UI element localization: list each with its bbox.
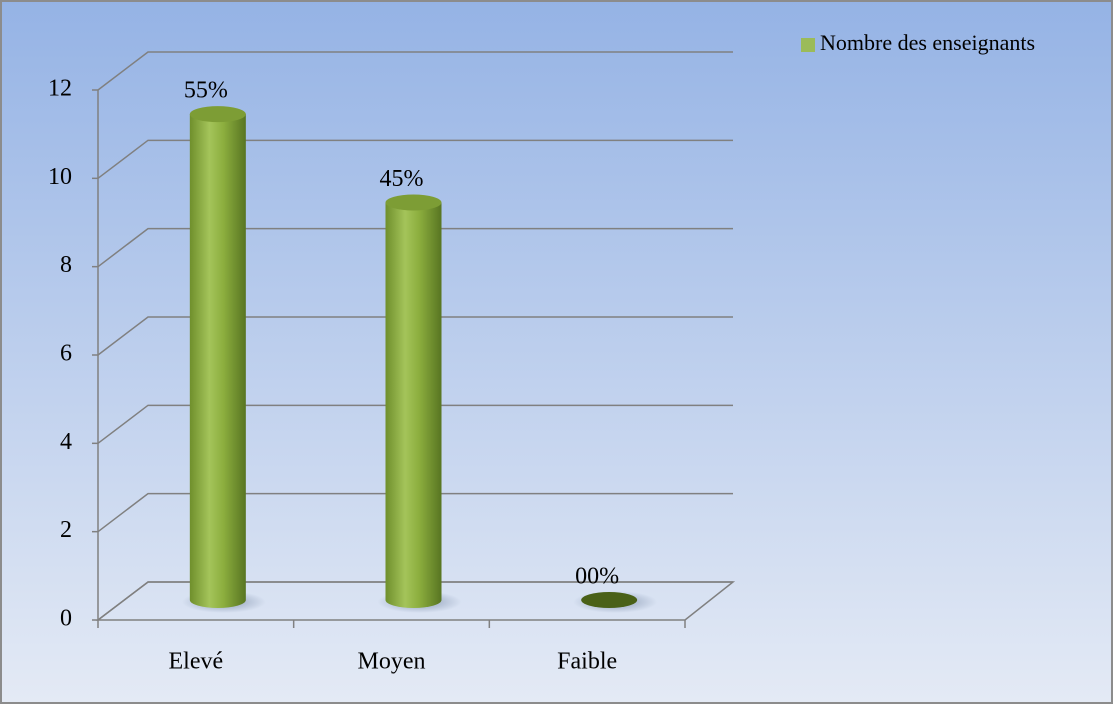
- legend-swatch: [801, 38, 815, 52]
- grid-line: [97, 51, 733, 91]
- value-label: 55%: [184, 78, 228, 104]
- grid: 0 2 4 6 8 10 12 Elevé Moyen Faible: [48, 51, 733, 675]
- floor: [95, 581, 736, 621]
- legend: Nombre des enseignants: [801, 30, 1035, 55]
- x-tick-label: Faible: [557, 649, 617, 675]
- value-label: 45%: [380, 166, 424, 192]
- y-tick-label: 0: [60, 606, 72, 632]
- grid-line: [97, 139, 733, 179]
- value-label: 00%: [575, 564, 619, 590]
- y-tick-label: 10: [48, 164, 72, 190]
- bar-top: [189, 106, 246, 123]
- marks: 55% 45% 00%: [181, 78, 658, 613]
- x-tick-label: Moyen: [358, 649, 426, 675]
- y-tick-label: 8: [60, 252, 72, 278]
- grid-line: [97, 227, 733, 268]
- y-tick-label: 2: [60, 517, 72, 543]
- bar: [385, 194, 442, 608]
- y-tick-label: 6: [60, 341, 72, 367]
- grid-line: [97, 404, 733, 444]
- y-tick-label: 4: [60, 429, 72, 455]
- bar: [189, 106, 246, 609]
- bar-body: [189, 114, 246, 609]
- x-tick-label: Elevé: [169, 649, 224, 675]
- bar: [581, 592, 638, 608]
- grid-line: [97, 492, 733, 533]
- bar-body: [385, 202, 442, 608]
- legend-label: Nombre des enseignants: [820, 30, 1035, 55]
- y-tick-label: 12: [48, 76, 72, 102]
- bar-top: [385, 194, 442, 211]
- bar-top: [581, 592, 638, 608]
- grid-line: [97, 316, 733, 356]
